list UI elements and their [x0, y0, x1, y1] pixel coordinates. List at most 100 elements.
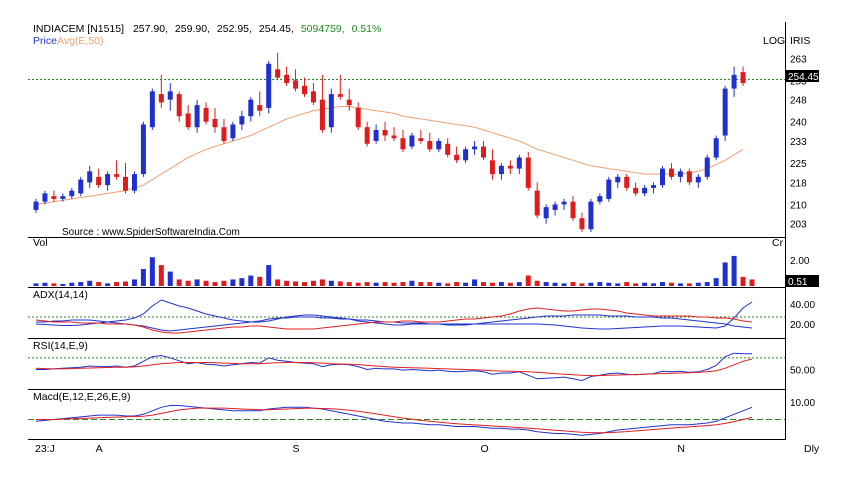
volume-bar	[221, 280, 227, 286]
candle-body	[507, 165, 513, 169]
high-value: 259.90	[175, 23, 207, 35]
volume-bar	[69, 282, 75, 286]
candle-body	[579, 218, 585, 230]
candle-body	[167, 91, 173, 100]
price-legend: Price	[33, 35, 57, 47]
candle	[337, 74, 343, 100]
candle	[454, 146, 460, 164]
candle-body	[310, 91, 316, 103]
price-y-tick: 218	[790, 178, 807, 189]
change-value: 0.51%	[352, 23, 382, 35]
adx-series-line	[35, 307, 753, 334]
volume-bar	[400, 282, 406, 286]
adx-panel-label: ADX(14,14)	[33, 289, 88, 301]
volume-bar	[60, 284, 66, 286]
price-y-tick: 263	[790, 54, 807, 65]
volume-bar	[552, 282, 558, 286]
adx-y-tick: 20.00	[790, 320, 815, 331]
volume-bar	[176, 279, 182, 286]
candle-body	[525, 157, 531, 188]
candle	[167, 83, 173, 111]
volume-bar	[114, 282, 120, 286]
candle-body	[42, 193, 48, 202]
candle	[346, 88, 352, 111]
candle-body	[51, 196, 57, 199]
candle-body	[212, 118, 218, 128]
candle-body	[105, 174, 111, 186]
volume-bar	[42, 282, 48, 286]
x-tick-label: S	[293, 443, 300, 455]
volume-bar	[328, 280, 334, 286]
volume-bar	[660, 282, 665, 286]
candle-body	[140, 124, 146, 175]
candle	[266, 61, 272, 114]
log-label[interactable]: LOG	[763, 35, 785, 47]
avg-legend: Avg(E,50)	[57, 35, 104, 47]
volume-bar	[489, 282, 495, 286]
candle	[552, 201, 558, 216]
candle	[51, 190, 57, 202]
vol-unit-label: Cr	[772, 237, 784, 249]
volume-bar	[373, 282, 379, 286]
candle-body	[87, 171, 93, 183]
candle-body	[337, 94, 343, 97]
candle-body	[633, 187, 639, 194]
candle	[140, 121, 146, 177]
volume-bar	[472, 279, 478, 286]
candle	[588, 198, 594, 232]
candle-body	[695, 176, 701, 183]
close-value: 254.45	[259, 23, 291, 35]
candle-body	[185, 113, 191, 128]
candle	[123, 163, 128, 194]
macd-y-tick: 10.00	[790, 398, 815, 409]
candle-body	[498, 165, 504, 175]
candle-body	[642, 187, 648, 194]
volume-bar	[355, 282, 361, 286]
candle	[668, 163, 674, 180]
candle	[525, 152, 531, 191]
candle-body	[481, 146, 486, 158]
volume-bar	[722, 262, 728, 286]
reference-lines	[28, 79, 785, 420]
candle-body	[668, 168, 674, 177]
iris-label[interactable]: IRIS	[790, 35, 810, 47]
candle-body	[382, 129, 388, 136]
volume-bar	[203, 280, 209, 286]
candle	[579, 212, 585, 232]
candle	[275, 52, 281, 81]
candle-body	[445, 143, 451, 155]
volume-bar	[436, 282, 442, 286]
candle-body	[624, 176, 630, 188]
x-axis-period-label: Dly	[804, 443, 820, 455]
volume-bar	[588, 282, 594, 286]
candle-body	[33, 201, 39, 210]
adx-series-line	[35, 299, 753, 330]
candle-body	[561, 201, 567, 205]
rsi-y-tick: 50.00	[790, 366, 815, 377]
candle-body	[740, 72, 746, 84]
candle	[436, 138, 442, 153]
candle-body	[131, 174, 137, 191]
volume-bar	[248, 275, 254, 286]
volume-bar	[185, 280, 191, 286]
candle-body	[651, 185, 657, 188]
candle	[78, 176, 84, 197]
price-y-tick: 210	[790, 200, 807, 211]
candle-body	[400, 138, 406, 150]
candle	[60, 193, 66, 202]
x-tick-label: N	[677, 443, 685, 455]
volume-bar	[525, 275, 531, 286]
candle	[615, 174, 621, 188]
candle	[606, 176, 612, 202]
x-axis-labels: 23:JASOND	[35, 443, 685, 455]
volume-bar	[507, 282, 513, 286]
candle-body	[257, 105, 263, 111]
candle	[642, 185, 648, 197]
candle	[87, 165, 93, 188]
volume-bar	[454, 282, 460, 286]
candle-body	[534, 190, 540, 216]
candle	[158, 74, 164, 108]
candle	[328, 88, 334, 133]
volume-bars-layer	[33, 255, 755, 286]
